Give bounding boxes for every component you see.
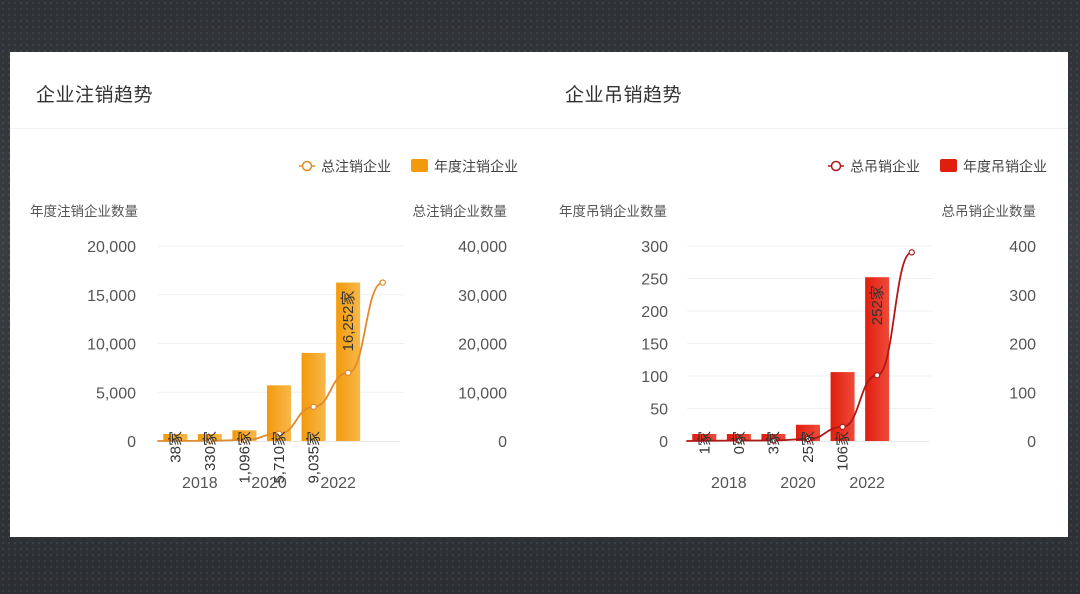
bar-value-label: 0家 [731,431,748,454]
revocation-trend-chart: 0 50 100 150 200 250 300 0 100 200 300 400 年度吊销企业数量 总… [559,159,1047,493]
y-right-tick-label: 100 [1009,385,1036,402]
y-left-tick-label: 0 [659,434,668,451]
legend-bar-label: 年度注销企业 [434,159,518,175]
total-line-point [206,437,214,444]
y-left-tick-label: 0 [127,434,136,451]
y-left-axis-title: 年度吊销企业数量 [559,203,667,219]
y-right-tick-label: 10,000 [458,385,507,402]
bar-value-label: 25家 [800,431,817,463]
bar-value-label: 1,096家 [236,431,253,484]
total-line-point [735,437,743,444]
bar-value-label: 38家 [167,431,184,463]
cancellation-chart-panel: 企业注销趋势 0 5,000 10,000 15,000 20,000 0 10,000 20… [10,52,539,537]
bar-value-label: 3家 [765,431,782,454]
x-tick-label: 2020 [780,475,816,492]
y-left-tick-label: 5,000 [96,385,136,402]
title-divider [10,128,539,129]
chart-title: 企业吊销趋势 [565,85,683,106]
bar-value-label: 1家 [696,431,713,454]
y-left-tick-label: 300 [641,239,668,256]
bar [163,434,188,441]
y-left-tick-label: 150 [641,337,668,354]
legend-line-label: 总吊销企业 [850,159,920,175]
legend-bar-label: 年度吊销企业 [963,159,1047,175]
bar [232,430,257,441]
y-right-axis-title: 总注销企业数量 [413,203,508,219]
y-left-tick-label: 15,000 [87,288,136,305]
chart-title: 企业注销趋势 [36,85,154,106]
y-right-tick-label: 300 [1009,288,1036,305]
bar [830,372,855,441]
bar [197,434,222,441]
bar-value-label: 5,710家 [271,431,288,484]
y-right-axis-title: 总吊销企业数量 [942,203,1037,219]
y-right-tick-label: 0 [498,434,507,451]
y-left-tick-label: 100 [641,369,668,386]
bar-value-label: 16,252家 [340,291,357,352]
x-tick-label: 2018 [711,475,747,492]
bar [865,277,890,441]
bar-value-label: 330家 [202,431,219,471]
bar [301,352,326,441]
y-left-tick-label: 50 [650,402,668,419]
y-left-tick-label: 200 [641,304,668,321]
total-line-point [275,430,283,437]
bar-value-label: 9,035家 [306,431,323,484]
legend-bar-swatch [411,159,428,172]
x-tick-label: 2018 [182,475,218,492]
bar-value-label: 252家 [869,285,886,325]
total-line-point [344,369,352,376]
legend-line-label: 总注销企业 [321,159,391,175]
x-tick-label: 2022 [849,475,885,492]
title-divider [539,128,1068,129]
legend-bar-swatch [940,159,957,172]
revocation-chart-panel: 企业吊销趋势 0 50 100 150 200 250 300 0 100 200 300 400 年度… [539,52,1068,537]
y-right-tick-label: 40,000 [458,239,507,256]
y-right-tick-label: 400 [1009,239,1036,256]
bar [692,434,717,441]
total-line-point [873,371,881,379]
y-left-tick-label: 250 [641,272,668,289]
legend-line-dot [301,160,313,172]
y-right-tick-label: 30,000 [458,288,507,305]
bar [796,424,820,441]
total-line-point [839,423,846,431]
bar-value-label: 106家 [835,431,852,471]
total-line-point [804,435,812,443]
y-right-tick-label: 200 [1009,337,1036,354]
x-tick-label: 2022 [320,475,356,492]
charts-card: 企业注销趋势 0 5,000 10,000 15,000 20,000 0 10,000 20… [10,52,1068,537]
y-left-axis-title: 年度注销企业数量 [30,203,138,219]
bar [336,282,361,441]
y-right-tick-label: 0 [1027,434,1036,451]
total-line-point [770,437,777,444]
cancellation-trend-chart: 0 5,000 10,000 15,000 20,000 0 10,000 20,000 30,… [30,159,518,493]
y-right-tick-label: 20,000 [458,337,507,354]
legend-line-dot [830,160,842,172]
y-left-tick-label: 20,000 [87,239,136,256]
total-line-point [379,279,386,286]
total-line-point [908,249,915,256]
total-line-point [241,436,248,444]
x-tick-label: 2020 [251,475,287,492]
total-line-point [310,403,317,411]
y-left-tick-label: 10,000 [87,337,136,354]
